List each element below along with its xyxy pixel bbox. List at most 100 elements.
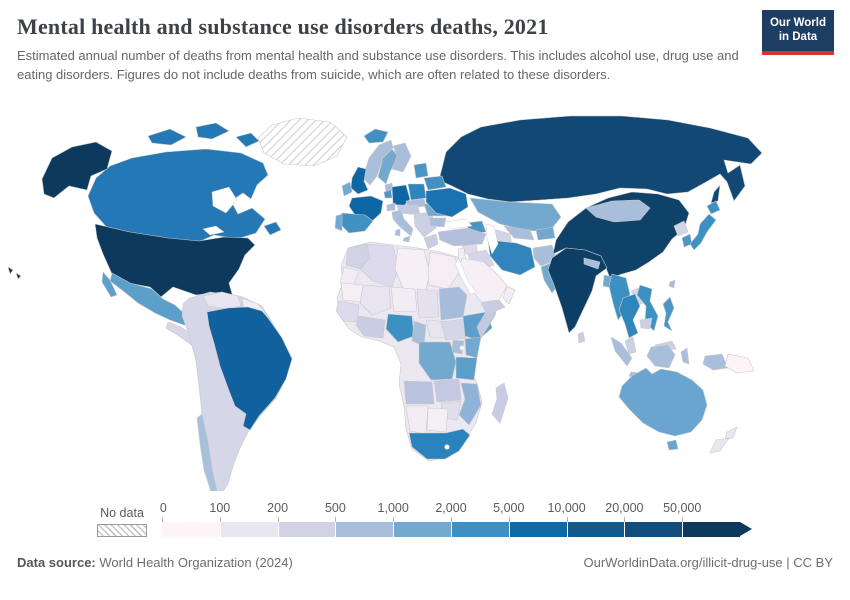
region-benelux[interactable] (384, 190, 392, 198)
country-norway[interactable] (363, 140, 393, 185)
country-turkey[interactable] (438, 228, 486, 246)
legend-tick (219, 517, 221, 522)
legend-tick-label: 100 (209, 501, 231, 515)
legend-bin[interactable] (219, 522, 278, 537)
lake-victoria (460, 346, 464, 350)
legend-tick (508, 517, 510, 522)
country-south-africa[interactable] (409, 429, 470, 459)
country-chad[interactable] (417, 289, 439, 318)
owid-logo[interactable]: Our World in Data (762, 10, 834, 55)
country-chile[interactable] (197, 414, 217, 491)
country-south-sudan[interactable] (441, 319, 466, 340)
country-new-zealand[interactable] (710, 427, 737, 453)
no-data-label: No data (100, 506, 144, 520)
country-zambia[interactable] (434, 379, 461, 402)
country-cambodia[interactable] (640, 318, 652, 329)
region-west-africa[interactable] (336, 301, 359, 322)
legend-bin[interactable] (162, 522, 220, 537)
country-uk[interactable] (351, 167, 368, 194)
no-data-swatch[interactable] (97, 524, 147, 537)
country-mozambique[interactable] (459, 383, 481, 425)
country-mali[interactable] (360, 285, 391, 315)
legend-tick (393, 517, 395, 522)
country-sudan[interactable] (439, 287, 467, 320)
country-madagascar[interactable] (492, 383, 508, 423)
country-usa-alaska[interactable] (42, 142, 112, 198)
legend-bar[interactable]: 0 100 200 500 1,000 2,000 5,000 10,000 20,000 50,… (160, 501, 752, 537)
country-nepal[interactable] (584, 258, 600, 269)
country-brazil[interactable] (207, 307, 292, 430)
world-map-container (0, 104, 850, 491)
country-bulgaria[interactable] (429, 218, 446, 227)
country-italy[interactable] (392, 210, 413, 242)
legend-bin[interactable] (508, 522, 567, 537)
country-portugal[interactable] (335, 214, 342, 231)
country-lesotho[interactable] (445, 445, 450, 450)
country-papua-new-guinea[interactable] (725, 354, 754, 373)
country-venezuela[interactable] (203, 292, 241, 309)
country-japan[interactable] (690, 201, 720, 250)
region-kyrgyzstan-tajikistan[interactable] (536, 227, 555, 240)
country-belarus[interactable] (424, 176, 446, 190)
country-kenya[interactable] (465, 337, 481, 358)
region-ghana-ivory[interactable] (356, 316, 385, 338)
legend-tick-label: 1,000 (377, 501, 409, 515)
country-mauritania[interactable] (341, 283, 363, 302)
country-nigeria[interactable] (386, 314, 414, 342)
data-source: Data source: World Health Organization (… (17, 555, 293, 570)
legend-tick (277, 517, 279, 522)
country-taiwan[interactable] (669, 280, 675, 288)
country-greece[interactable] (424, 234, 438, 249)
great-lakes (203, 226, 224, 235)
country-russia[interactable] (440, 116, 762, 203)
country-uzbekistan[interactable] (504, 226, 534, 240)
footer: Data source: World Health Organization (… (0, 537, 850, 570)
legend-bin[interactable] (451, 522, 509, 537)
country-mongolia[interactable] (586, 200, 650, 222)
owid-logo-line1: Our World (769, 17, 826, 29)
country-india[interactable] (548, 248, 607, 333)
country-yemen[interactable] (481, 300, 505, 315)
country-switzerland[interactable] (387, 203, 395, 211)
country-poland[interactable] (408, 184, 426, 200)
country-philippines[interactable] (663, 297, 674, 331)
legend-bin[interactable] (277, 522, 336, 537)
country-algeria[interactable] (360, 244, 398, 287)
country-botswana[interactable] (427, 408, 448, 432)
country-australia[interactable] (619, 368, 707, 450)
country-ireland[interactable] (342, 182, 352, 196)
country-angola[interactable] (404, 381, 434, 404)
footer-link[interactable]: OurWorldinData.org/illicit-drug-use | CC… (583, 555, 834, 570)
country-oman[interactable] (503, 286, 515, 304)
country-canada-arctic[interactable] (148, 123, 259, 147)
legend-tick (624, 517, 626, 522)
country-dr-congo[interactable] (419, 342, 456, 380)
country-north-korea[interactable] (674, 221, 688, 236)
legend-tick (162, 517, 163, 522)
map-legend: No data 0 100 200 500 1,000 2,000 5,000 10,000 2… (96, 499, 850, 537)
legend-bin[interactable] (682, 522, 740, 537)
country-iceland[interactable] (364, 129, 388, 143)
legend-bin[interactable] (624, 522, 683, 537)
country-uganda[interactable] (452, 340, 464, 354)
legend-no-data[interactable]: No data (96, 506, 148, 537)
legend-tick-label: 50,000 (663, 501, 702, 515)
legend-tick-label: 500 (324, 501, 346, 515)
country-ukraine[interactable] (426, 188, 468, 217)
legend-tick (566, 517, 568, 522)
legend-bin[interactable] (566, 522, 625, 537)
region-baltics[interactable] (414, 163, 428, 178)
legend-bin[interactable] (335, 522, 394, 537)
legend-bin[interactable] (393, 522, 451, 537)
country-iran[interactable] (488, 240, 535, 275)
country-tanzania[interactable] (456, 357, 477, 380)
world-map[interactable] (0, 104, 850, 491)
country-niger[interactable] (391, 287, 417, 312)
country-sri-lanka[interactable] (578, 332, 585, 343)
country-thailand[interactable] (619, 294, 640, 338)
legend-tick-label: 2,000 (435, 501, 467, 515)
country-greenland[interactable] (258, 118, 347, 166)
country-vietnam[interactable] (637, 285, 658, 331)
country-finland[interactable] (392, 143, 411, 172)
